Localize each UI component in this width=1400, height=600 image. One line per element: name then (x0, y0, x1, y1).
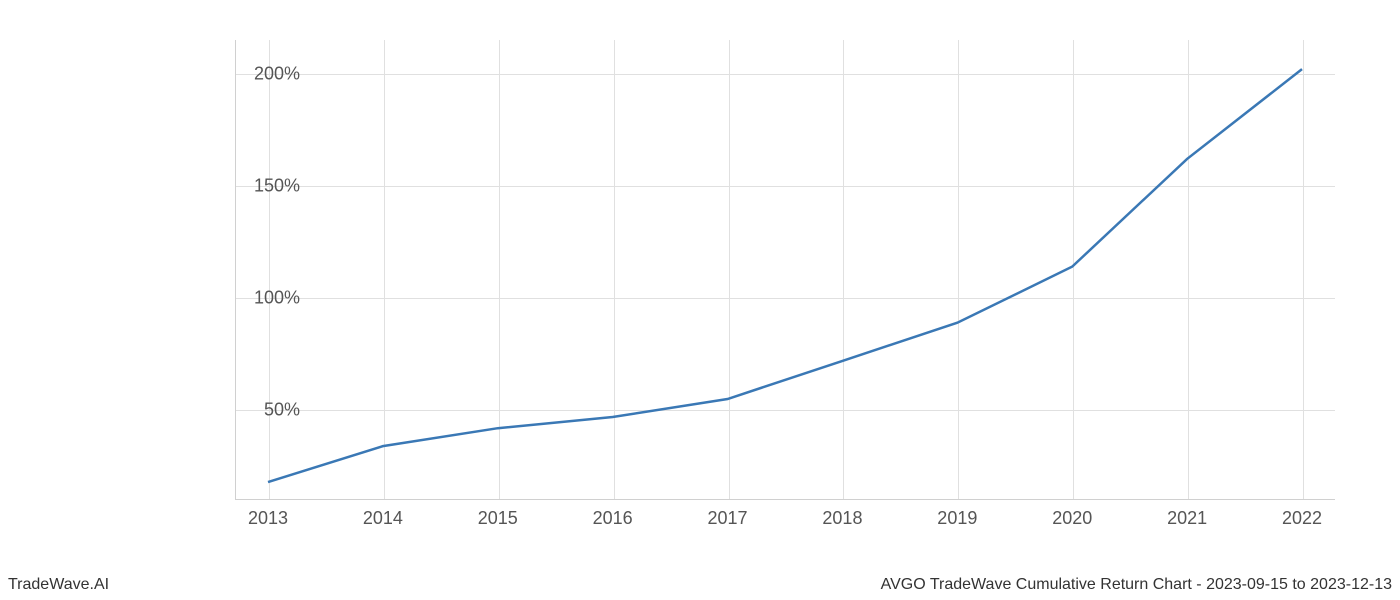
x-tick-label: 2022 (1282, 508, 1322, 529)
x-tick-label: 2015 (478, 508, 518, 529)
x-tick-label: 2021 (1167, 508, 1207, 529)
x-tick-label: 2019 (937, 508, 977, 529)
chart-container: 50% 100% 150% 200% 2013 2014 2015 2016 2017 2018 2… (175, 30, 1355, 530)
x-tick-label: 2014 (363, 508, 403, 529)
x-tick-label: 2016 (593, 508, 633, 529)
footer-left-text: TradeWave.AI (8, 576, 109, 594)
footer-right-text: AVGO TradeWave Cumulative Return Chart -… (881, 576, 1392, 594)
x-tick-label: 2018 (822, 508, 862, 529)
y-tick-label: 150% (254, 175, 300, 196)
y-tick-label: 200% (254, 63, 300, 84)
chart-line-svg (235, 40, 1335, 500)
x-tick-label: 2020 (1052, 508, 1092, 529)
y-tick-label: 100% (254, 288, 300, 309)
x-tick-label: 2017 (708, 508, 748, 529)
y-tick-label: 50% (264, 400, 300, 421)
x-tick-label: 2013 (248, 508, 288, 529)
chart-line (268, 69, 1302, 482)
